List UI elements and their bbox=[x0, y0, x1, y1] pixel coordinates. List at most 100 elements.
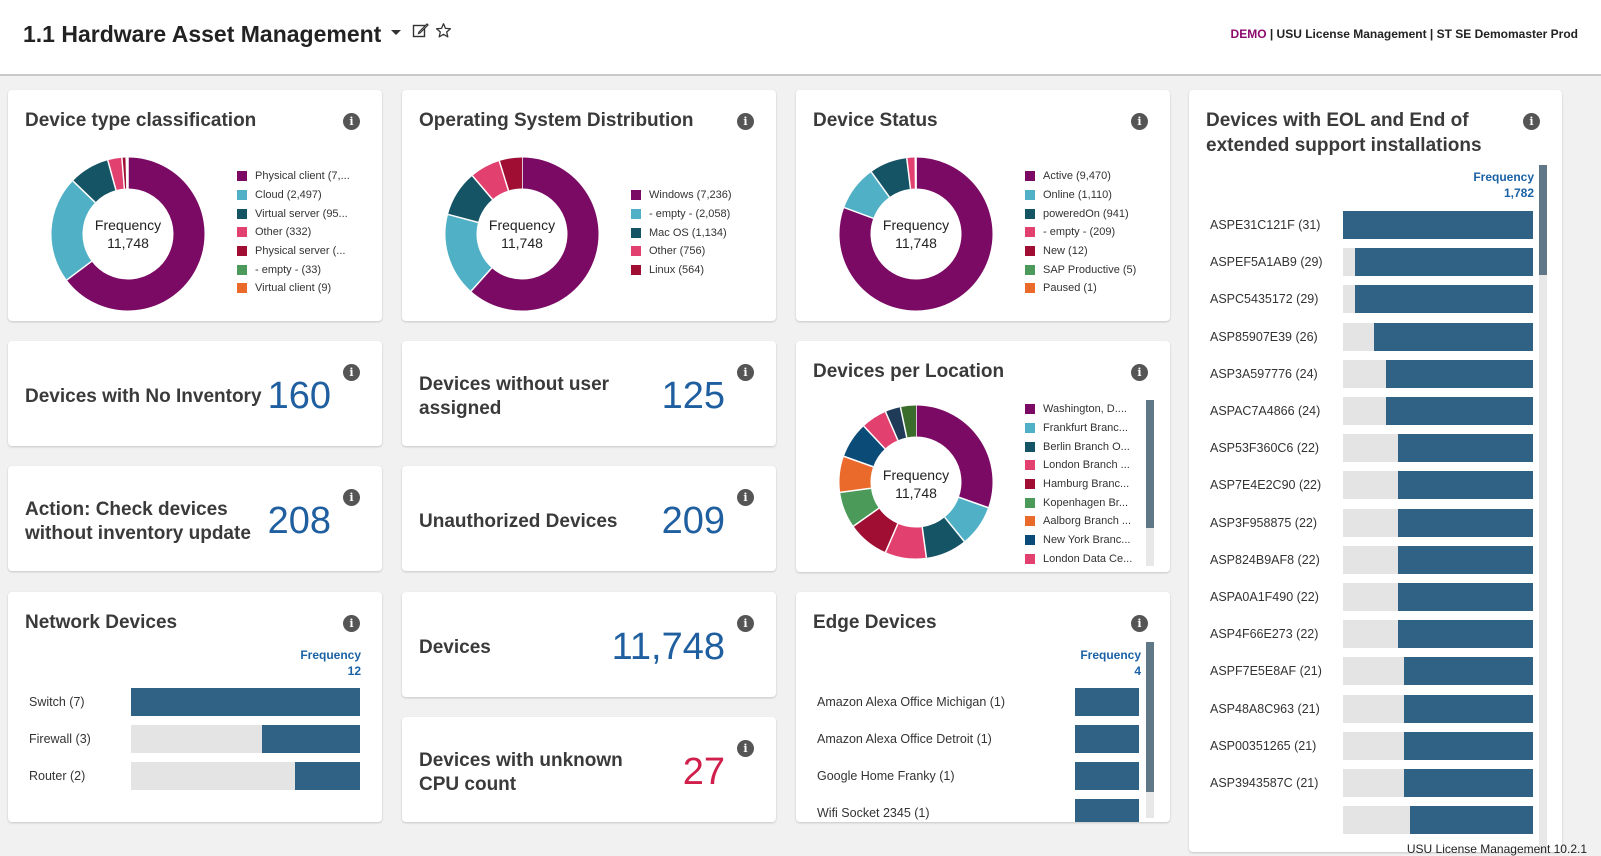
info-icon[interactable]: i bbox=[737, 489, 754, 506]
legend-item[interactable]: London Data Ce... bbox=[1025, 550, 1137, 569]
legend-item[interactable]: Kopenhagen Br... bbox=[1025, 493, 1137, 512]
bar-track[interactable] bbox=[1075, 725, 1139, 753]
legend-item[interactable]: Berlin Branch O... bbox=[1025, 437, 1137, 456]
donut-segment[interactable] bbox=[859, 185, 881, 213]
os-distribution-donut[interactable]: Frequency 11,748 bbox=[440, 152, 604, 316]
bar-track[interactable] bbox=[131, 762, 360, 790]
location-legend-scrollbar[interactable] bbox=[1146, 400, 1154, 566]
bar-fill[interactable] bbox=[1355, 285, 1533, 313]
bar-fill[interactable] bbox=[1343, 211, 1533, 239]
eol-scrollbar[interactable] bbox=[1539, 165, 1547, 852]
legend-item[interactable]: Washington, D.... bbox=[1025, 400, 1137, 419]
donut-segment[interactable] bbox=[856, 490, 867, 517]
bar-track[interactable] bbox=[1343, 471, 1533, 499]
bar-fill[interactable] bbox=[1398, 509, 1533, 537]
scrollbar-thumb[interactable] bbox=[1539, 165, 1547, 275]
donut-segment[interactable] bbox=[954, 502, 973, 529]
bar-track[interactable] bbox=[1075, 799, 1139, 822]
bar-track[interactable] bbox=[1343, 769, 1533, 797]
bar-track[interactable] bbox=[1343, 397, 1533, 425]
legend-item[interactable]: - empty - (33) bbox=[237, 260, 357, 279]
legend-item[interactable]: New (12) bbox=[1025, 242, 1145, 261]
info-icon[interactable]: i bbox=[343, 113, 360, 130]
donut-segment[interactable] bbox=[504, 173, 522, 176]
edit-icon[interactable] bbox=[412, 22, 429, 44]
bar-fill[interactable] bbox=[1386, 360, 1533, 388]
donut-segment[interactable] bbox=[482, 176, 503, 188]
device-type-donut[interactable]: Frequency 11,748 bbox=[46, 152, 210, 316]
legend-item[interactable]: Active (9,470) bbox=[1025, 167, 1145, 186]
chevron-down-icon[interactable] bbox=[389, 24, 403, 44]
legend-item[interactable]: Virtual client (9) bbox=[237, 279, 357, 298]
legend-item[interactable]: New York Branc... bbox=[1025, 531, 1137, 550]
bar-track[interactable] bbox=[1343, 620, 1533, 648]
info-icon[interactable]: i bbox=[343, 615, 360, 632]
info-icon[interactable]: i bbox=[737, 615, 754, 632]
bar-track[interactable] bbox=[1343, 360, 1533, 388]
bar-fill[interactable] bbox=[1410, 806, 1533, 834]
bar-fill[interactable] bbox=[1404, 695, 1533, 723]
donut-segment[interactable] bbox=[463, 188, 482, 219]
info-icon[interactable]: i bbox=[343, 489, 360, 506]
legend-item[interactable]: Other (756) bbox=[631, 242, 751, 261]
bar-fill[interactable] bbox=[1398, 546, 1533, 574]
bar-track[interactable] bbox=[1343, 434, 1533, 462]
bar-fill[interactable] bbox=[1075, 762, 1139, 790]
donut-segment[interactable] bbox=[866, 517, 892, 538]
bar-fill[interactable] bbox=[1404, 769, 1533, 797]
devices-card[interactable]: i Devices 11,748 bbox=[402, 592, 776, 697]
bar-track[interactable] bbox=[1343, 248, 1533, 276]
info-icon[interactable]: i bbox=[737, 740, 754, 757]
legend-item[interactable]: Online (1,110) bbox=[1025, 186, 1145, 205]
bar-fill[interactable] bbox=[1386, 397, 1533, 425]
legend-item[interactable]: Cloud (2,497) bbox=[237, 186, 357, 205]
donut-segment[interactable] bbox=[84, 175, 112, 192]
bar-track[interactable] bbox=[131, 688, 360, 716]
donut-segment[interactable] bbox=[892, 422, 904, 426]
info-icon[interactable]: i bbox=[1131, 113, 1148, 130]
unauthorized-card[interactable]: i Unauthorized Devices 209 bbox=[402, 466, 776, 571]
star-icon[interactable] bbox=[435, 22, 452, 44]
info-icon[interactable]: i bbox=[737, 113, 754, 130]
bar-fill[interactable] bbox=[1075, 725, 1139, 753]
legend-item[interactable]: London Branch ... bbox=[1025, 456, 1137, 475]
device-status-donut[interactable]: Frequency 11,748 bbox=[834, 152, 998, 316]
scrollbar-thumb[interactable] bbox=[1146, 642, 1154, 792]
legend-item[interactable]: Mac OS (1,134) bbox=[631, 223, 751, 242]
legend-item[interactable]: SAP Productive (5) bbox=[1025, 260, 1145, 279]
edge-scrollbar[interactable] bbox=[1146, 642, 1154, 818]
bar-fill[interactable] bbox=[1398, 583, 1533, 611]
legend-item[interactable]: - empty - (2,058) bbox=[631, 205, 751, 224]
info-icon[interactable]: i bbox=[737, 364, 754, 381]
no-inventory-card[interactable]: i Devices with No Inventory 160 bbox=[8, 341, 382, 446]
bar-fill[interactable] bbox=[1398, 620, 1533, 648]
bar-fill[interactable] bbox=[1404, 732, 1533, 760]
donut-segment[interactable] bbox=[112, 173, 123, 175]
bar-track[interactable] bbox=[1075, 688, 1139, 716]
bar-track[interactable] bbox=[1343, 509, 1533, 537]
donut-segment[interactable] bbox=[924, 529, 954, 542]
bar-fill[interactable] bbox=[1398, 434, 1533, 462]
scrollbar-thumb[interactable] bbox=[1146, 400, 1154, 528]
legend-item[interactable]: Physical server (... bbox=[237, 242, 357, 261]
donut-segment[interactable] bbox=[855, 462, 859, 491]
legend-item[interactable]: Hamburg Branc... bbox=[1025, 475, 1137, 494]
bar-fill[interactable] bbox=[1355, 248, 1533, 276]
bar-track[interactable] bbox=[1343, 657, 1533, 685]
legend-item[interactable]: Other (332) bbox=[237, 223, 357, 242]
info-icon[interactable]: i bbox=[1131, 364, 1148, 381]
donut-segment[interactable] bbox=[904, 421, 916, 422]
bar-track[interactable] bbox=[1343, 583, 1533, 611]
bar-track[interactable] bbox=[1343, 285, 1533, 313]
legend-item[interactable]: poweredOn (941) bbox=[1025, 204, 1145, 223]
bar-fill[interactable] bbox=[1075, 688, 1139, 716]
bar-track[interactable] bbox=[1343, 211, 1533, 239]
location-donut[interactable]: Frequency 11,748 bbox=[834, 400, 998, 564]
bar-track[interactable] bbox=[1343, 732, 1533, 760]
donut-segment[interactable] bbox=[892, 538, 925, 543]
bar-fill[interactable] bbox=[1398, 471, 1533, 499]
legend-item[interactable]: Linux (564) bbox=[631, 261, 751, 280]
bar-fill[interactable] bbox=[1075, 799, 1139, 822]
